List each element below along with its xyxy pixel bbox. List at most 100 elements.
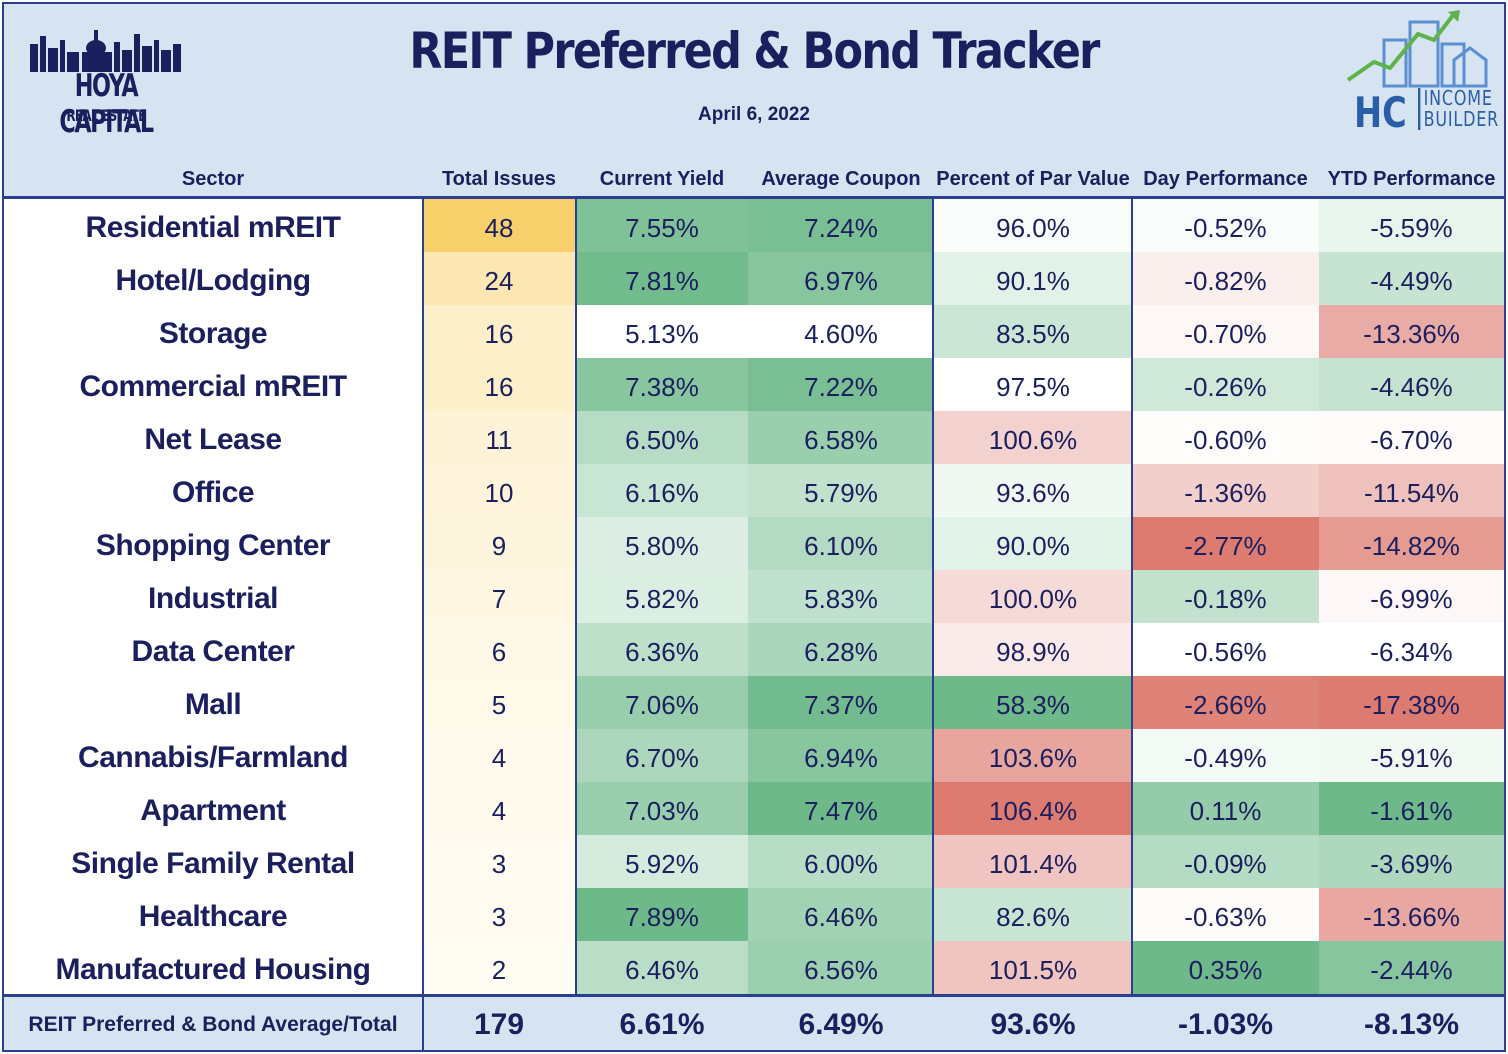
current-yield-cell: 5.13% bbox=[576, 305, 748, 358]
total-average-coupon: 6.49% bbox=[798, 1008, 884, 1041]
total-issues-cell: 3 bbox=[422, 888, 576, 941]
average-coupon-cell: 6.58% bbox=[748, 411, 934, 464]
logo-line-builder: BUILDER bbox=[1423, 107, 1500, 131]
column-divider bbox=[575, 199, 577, 994]
table-row[interactable]: Shopping Center 9 5.80% 6.10% 90.0% -2.77% -14… bbox=[4, 517, 1504, 570]
total-issues-cell: 6 bbox=[422, 623, 576, 676]
table-row[interactable]: Hotel/Lodging 24 7.81% 6.97% 90.1% -0.82% -4.4… bbox=[4, 252, 1504, 305]
column-header-total-issues[interactable]: Total Issues bbox=[441, 168, 557, 190]
average-coupon-cell: 5.79% bbox=[748, 464, 934, 517]
ytd-performance-cell: -1.61% bbox=[1319, 782, 1504, 835]
table-row[interactable]: Single Family Rental 3 5.92% 6.00% 101.4% -0.… bbox=[4, 835, 1504, 888]
percent-of-par-cell: 96.0% bbox=[934, 199, 1132, 252]
ytd-performance-cell: -3.69% bbox=[1319, 835, 1504, 888]
total-current-yield: 6.61% bbox=[619, 1008, 705, 1041]
current-yield-cell: 5.92% bbox=[576, 835, 748, 888]
sector-name: Healthcare bbox=[4, 888, 422, 941]
growth-buildings-icon bbox=[1346, 10, 1488, 88]
table-row[interactable]: Mall 5 7.06% 7.37% 58.3% -2.66% -17.38% bbox=[4, 676, 1504, 729]
column-header-day-performance[interactable]: Day Performance bbox=[1143, 168, 1308, 190]
sector-name: Residential mREIT bbox=[4, 199, 422, 252]
sector-name: Shopping Center bbox=[4, 517, 422, 570]
total-issues-cell: 4 bbox=[422, 782, 576, 835]
table-row[interactable]: Storage 16 5.13% 4.60% 83.5% -0.70% -13.36% bbox=[4, 305, 1504, 358]
sector-name: Industrial bbox=[4, 570, 422, 623]
total-issues-cell: 2 bbox=[422, 941, 576, 994]
current-yield-cell: 7.89% bbox=[576, 888, 748, 941]
total-issues-cell: 24 bbox=[422, 252, 576, 305]
table-row[interactable]: Cannabis/Farmland 4 6.70% 6.94% 103.6% -0.49%… bbox=[4, 729, 1504, 782]
day-performance-cell: -0.63% bbox=[1132, 888, 1319, 941]
column-header-ytd-performance[interactable]: YTD Performance bbox=[1327, 168, 1496, 190]
total-issues-cell: 16 bbox=[422, 305, 576, 358]
header: HOYA CAPITAL REAL ESTATE REIT Preferred … bbox=[4, 4, 1504, 152]
logo-sub-text: REAL ESTATE bbox=[66, 106, 146, 125]
average-coupon-cell: 6.46% bbox=[748, 888, 934, 941]
footer-column-divider bbox=[422, 997, 424, 1050]
total-issues-cell: 11 bbox=[422, 411, 576, 464]
average-coupon-cell: 7.47% bbox=[748, 782, 934, 835]
percent-of-par-cell: 103.6% bbox=[934, 729, 1132, 782]
current-yield-cell: 6.70% bbox=[576, 729, 748, 782]
logo-brand-text: HOYA CAPITAL bbox=[59, 68, 154, 140]
percent-of-par-cell: 90.1% bbox=[934, 252, 1132, 305]
column-header-current-yield[interactable]: Current Yield bbox=[599, 168, 725, 190]
ytd-performance-cell: -14.82% bbox=[1319, 517, 1504, 570]
day-performance-cell: -0.60% bbox=[1132, 411, 1319, 464]
ytd-performance-cell: -2.44% bbox=[1319, 941, 1504, 994]
table-body: Residential mREIT 48 7.55% 7.24% 96.0% -0.52%… bbox=[4, 199, 1504, 994]
day-performance-cell: -2.77% bbox=[1132, 517, 1319, 570]
table-row[interactable]: Net Lease 11 6.50% 6.58% 100.6% -0.60% -6.70% bbox=[4, 411, 1504, 464]
total-total-issues: 179 bbox=[473, 1008, 525, 1041]
table-row[interactable]: Data Center 6 6.36% 6.28% 98.9% -0.56% -6.34% bbox=[4, 623, 1504, 676]
day-performance-cell: -0.26% bbox=[1132, 358, 1319, 411]
current-yield-cell: 7.81% bbox=[576, 252, 748, 305]
day-performance-cell: -1.36% bbox=[1132, 464, 1319, 517]
average-coupon-cell: 4.60% bbox=[748, 305, 934, 358]
total-row: REIT Preferred & Bond Average/Total 179 6.… bbox=[4, 997, 1504, 1050]
day-performance-cell: -0.70% bbox=[1132, 305, 1319, 358]
total-issues-cell: 3 bbox=[422, 835, 576, 888]
table-row[interactable]: Manufactured Housing 2 6.46% 6.56% 101.5% 0.3… bbox=[4, 941, 1504, 994]
income-builder-logo: HC INCOME BUILDER bbox=[1344, 10, 1500, 140]
ytd-performance-cell: -4.49% bbox=[1319, 252, 1504, 305]
ytd-performance-cell: -6.34% bbox=[1319, 623, 1504, 676]
footer-divider bbox=[4, 994, 1504, 997]
table-row[interactable]: Industrial 7 5.82% 5.83% 100.0% -0.18% -6.99% bbox=[4, 570, 1504, 623]
column-headers: Sector Total Issues Current Yield Average C… bbox=[4, 154, 1504, 198]
percent-of-par-cell: 83.5% bbox=[934, 305, 1132, 358]
logo-hc-text: HC bbox=[1354, 88, 1407, 137]
table-row[interactable]: Commercial mREIT 16 7.38% 7.22% 97.5% -0.26% -… bbox=[4, 358, 1504, 411]
column-divider bbox=[932, 199, 934, 994]
table-row[interactable]: Office 10 6.16% 5.79% 93.6% -1.36% -11.54% bbox=[4, 464, 1504, 517]
current-yield-cell: 5.82% bbox=[576, 570, 748, 623]
column-header-percent-of-par[interactable]: Percent of Par Value bbox=[936, 168, 1130, 190]
column-header-average-coupon[interactable]: Average Coupon bbox=[761, 168, 921, 190]
page-title: REIT Preferred & Bond Tracker bbox=[409, 22, 1100, 80]
average-coupon-cell: 6.00% bbox=[748, 835, 934, 888]
logo-line-income: INCOME bbox=[1423, 86, 1493, 110]
table-row[interactable]: Healthcare 3 7.89% 6.46% 82.6% -0.63% -13.66% bbox=[4, 888, 1504, 941]
percent-of-par-cell: 90.0% bbox=[934, 517, 1132, 570]
column-divider bbox=[1131, 199, 1133, 994]
table-row[interactable]: Residential mREIT 48 7.55% 7.24% 96.0% -0.52%… bbox=[4, 199, 1504, 252]
column-header-sector[interactable]: Sector bbox=[181, 168, 245, 190]
ytd-performance-cell: -13.36% bbox=[1319, 305, 1504, 358]
average-coupon-cell: 6.28% bbox=[748, 623, 934, 676]
total-day-performance: -1.03% bbox=[1177, 1008, 1274, 1041]
percent-of-par-cell: 100.0% bbox=[934, 570, 1132, 623]
current-yield-cell: 7.03% bbox=[576, 782, 748, 835]
day-performance-cell: -0.56% bbox=[1132, 623, 1319, 676]
day-performance-cell: 0.35% bbox=[1132, 941, 1319, 994]
ytd-performance-cell: -13.66% bbox=[1319, 888, 1504, 941]
city-skyline-icon bbox=[30, 30, 181, 72]
total-issues-cell: 16 bbox=[422, 358, 576, 411]
ytd-performance-cell: -4.46% bbox=[1319, 358, 1504, 411]
sector-name: Office bbox=[4, 464, 422, 517]
current-yield-cell: 6.16% bbox=[576, 464, 748, 517]
ytd-performance-cell: -17.38% bbox=[1319, 676, 1504, 729]
average-coupon-cell: 7.37% bbox=[748, 676, 934, 729]
table-row[interactable]: Apartment 4 7.03% 7.47% 106.4% 0.11% -1.61% bbox=[4, 782, 1504, 835]
average-coupon-cell: 6.94% bbox=[748, 729, 934, 782]
ytd-performance-cell: -6.99% bbox=[1319, 570, 1504, 623]
